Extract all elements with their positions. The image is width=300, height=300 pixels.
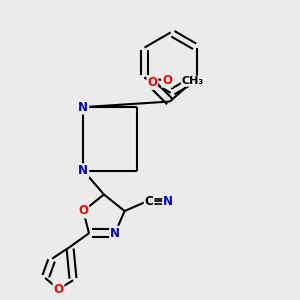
Text: O: O	[147, 76, 157, 89]
Text: CH₃: CH₃	[182, 76, 204, 86]
Text: O: O	[162, 74, 172, 87]
Text: O: O	[78, 205, 88, 218]
Text: N: N	[78, 164, 88, 177]
Text: N: N	[163, 195, 173, 208]
Text: N: N	[110, 227, 120, 240]
Text: N: N	[78, 100, 88, 114]
Text: O: O	[53, 283, 64, 296]
Text: C: C	[145, 195, 153, 208]
